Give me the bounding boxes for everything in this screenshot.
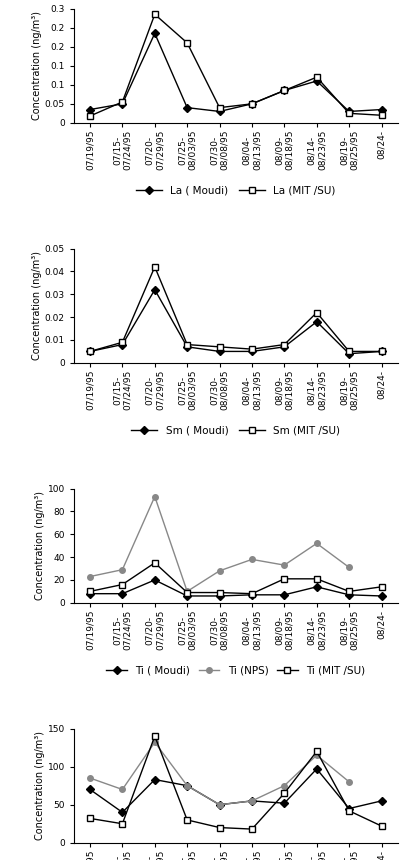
Y-axis label: Concentration (ng/m³): Concentration (ng/m³) bbox=[35, 731, 45, 840]
Legend: La ( Moudi), La (MIT /SU): La ( Moudi), La (MIT /SU) bbox=[131, 181, 339, 200]
Y-axis label: Concentration (ng/m³): Concentration (ng/m³) bbox=[35, 491, 45, 600]
Y-axis label: Concentration (ng/m³): Concentration (ng/m³) bbox=[32, 11, 42, 120]
Y-axis label: Concentration (ng/m³): Concentration (ng/m³) bbox=[32, 251, 42, 360]
Legend: Ti ( Moudi), Ti (NPS), Ti (MIT /SU): Ti ( Moudi), Ti (NPS), Ti (MIT /SU) bbox=[102, 661, 369, 680]
Legend: Sm ( Moudi), Sm (MIT /SU): Sm ( Moudi), Sm (MIT /SU) bbox=[127, 421, 344, 440]
